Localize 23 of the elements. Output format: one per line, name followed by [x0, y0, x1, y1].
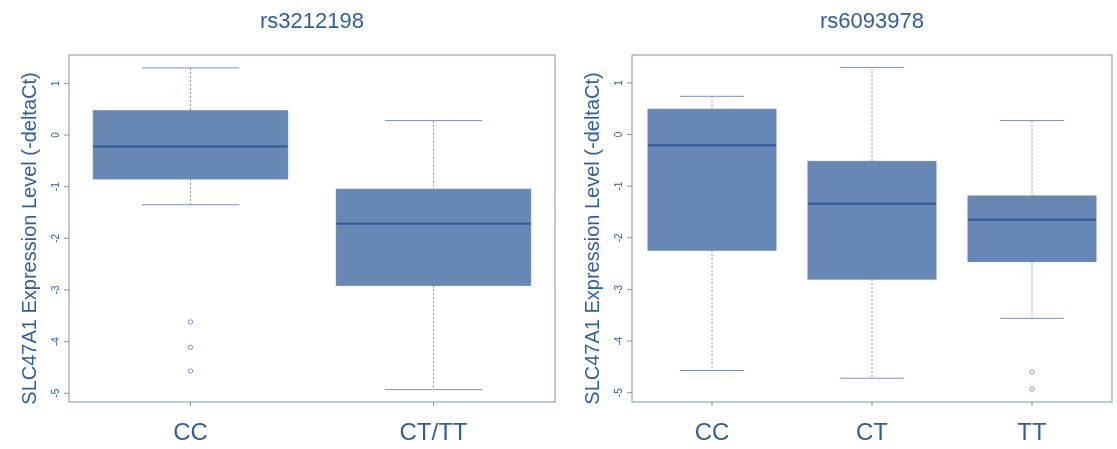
y-tick-label: 1 — [50, 80, 61, 87]
y-tick-label: 0 — [613, 131, 624, 138]
y-tick-label: -5 — [50, 388, 61, 398]
y-axis-title: SLC47A1 Expression Level (-deltaCt) — [18, 72, 40, 405]
y-tick-label: -3 — [50, 285, 61, 295]
y-tick-label: -1 — [613, 181, 624, 191]
y-axis-title: SLC47A1 Expression Level (-deltaCt) — [581, 72, 603, 405]
y-tick-label: 1 — [613, 79, 624, 86]
x-tick-label: CC — [694, 418, 730, 445]
y-tick-label: -3 — [613, 284, 624, 294]
x-tick-label: CT — [856, 418, 889, 445]
chart-title: rs3212198 — [260, 8, 364, 33]
x-tick-label: CT/TT — [399, 418, 468, 445]
y-tick-label: -5 — [613, 387, 624, 398]
y-tick-label: -1 — [50, 181, 61, 192]
y-tick-label: 0 — [50, 131, 61, 138]
y-tick-label: -4 — [613, 336, 624, 346]
chart-title: rs6093978 — [820, 8, 924, 33]
y-tick-label: -4 — [50, 336, 61, 347]
x-tick-label: CC — [173, 418, 208, 445]
x-tick-label: TT — [1017, 418, 1047, 445]
y-tick-label: -2 — [50, 233, 61, 243]
y-tick-label: -2 — [613, 232, 624, 243]
